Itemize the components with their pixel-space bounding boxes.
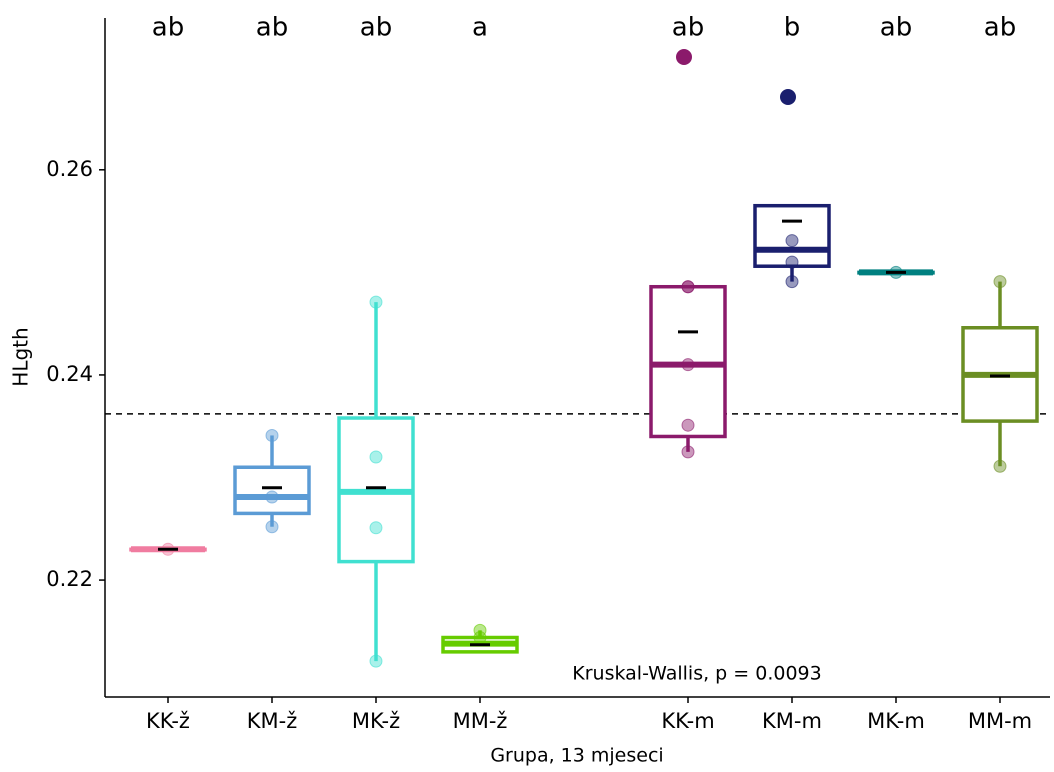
y-tick-label: 0.26 xyxy=(46,157,93,181)
outlier xyxy=(676,48,692,65)
point xyxy=(473,623,487,637)
point xyxy=(369,521,383,535)
y-axis-title: HLgth xyxy=(9,327,33,386)
point xyxy=(473,631,487,645)
group-letter: ab xyxy=(256,13,288,43)
y-tick-label: 0.24 xyxy=(46,362,93,386)
point xyxy=(681,445,695,459)
group-letter: b xyxy=(784,13,801,43)
x-tick-label: MK-m xyxy=(867,709,925,733)
x-tick-label: KK-ž xyxy=(146,709,190,733)
point xyxy=(681,418,695,432)
x-axis-title: Grupa, 13 mjeseci xyxy=(490,745,663,767)
point xyxy=(993,275,1007,289)
x-tick-label: KK-m xyxy=(661,709,714,733)
box xyxy=(649,284,727,439)
group-letter: ab xyxy=(672,13,704,43)
point xyxy=(369,450,383,464)
group-letter: ab xyxy=(360,13,392,43)
x-tick-label: MK-ž xyxy=(352,709,400,733)
point xyxy=(369,295,383,309)
point xyxy=(785,255,799,269)
group-letter: a xyxy=(472,13,488,43)
point xyxy=(369,654,383,668)
point xyxy=(681,358,695,372)
point xyxy=(993,459,1007,473)
x-tick-label: KM-m xyxy=(762,709,822,733)
point xyxy=(265,428,279,442)
point xyxy=(265,520,279,534)
point xyxy=(785,275,799,289)
box xyxy=(233,465,311,516)
point xyxy=(785,234,799,248)
annotation: Kruskal-Wallis, p = 0.0093 xyxy=(572,663,821,685)
outlier xyxy=(780,88,796,105)
group-letter: ab xyxy=(152,13,184,43)
x-tick-label: MM-m xyxy=(968,709,1032,733)
y-tick-label: 0.22 xyxy=(46,567,93,591)
group-letter: ab xyxy=(984,13,1016,43)
x-tick-label: MM-ž xyxy=(453,709,508,733)
point xyxy=(681,280,695,294)
x-tick-label: KM-ž xyxy=(247,709,298,733)
point xyxy=(265,490,279,504)
group-letter: ab xyxy=(880,13,912,43)
